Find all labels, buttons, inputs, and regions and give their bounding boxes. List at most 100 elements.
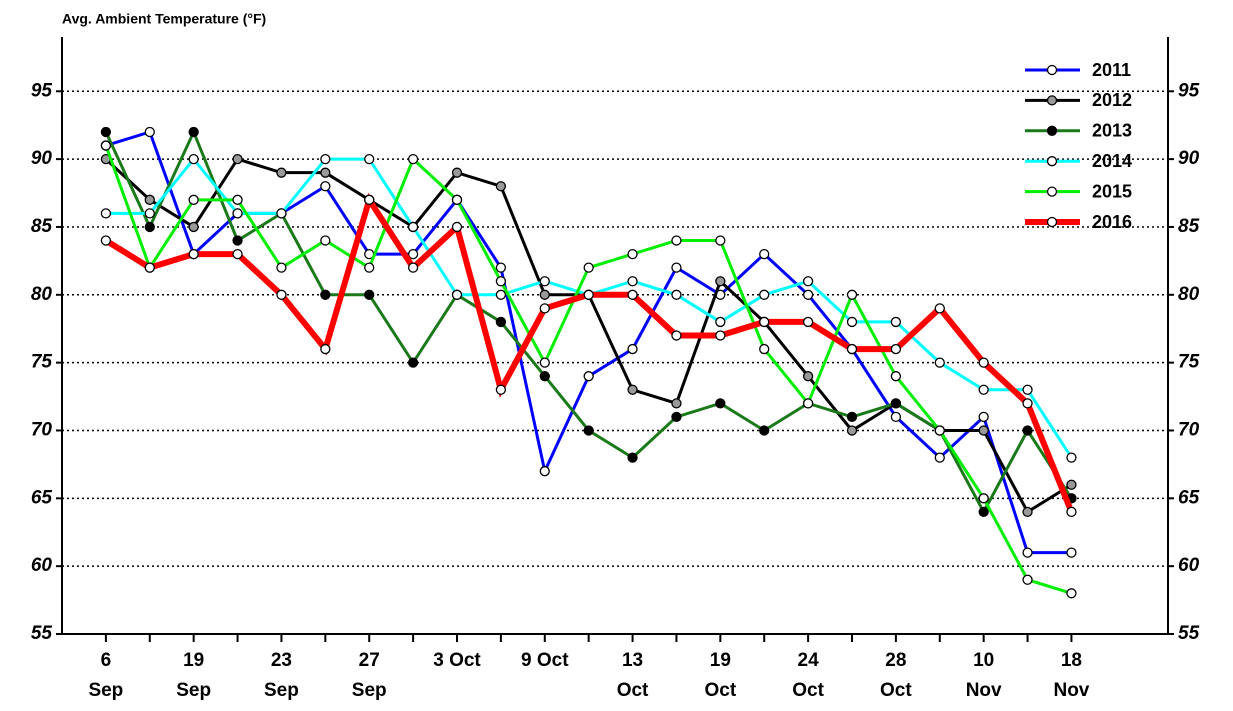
point-marker xyxy=(495,316,507,328)
point-marker xyxy=(407,357,419,368)
point-marker xyxy=(715,316,726,328)
point-marker xyxy=(144,126,155,138)
point-marker xyxy=(495,262,507,273)
point-marker xyxy=(1022,398,1033,409)
point-marker xyxy=(188,248,199,260)
point-marker xyxy=(188,126,199,138)
point-marker xyxy=(100,140,112,151)
legend-marker xyxy=(1046,125,1058,136)
y2-tick-label: 55 xyxy=(1178,623,1200,644)
point-marker xyxy=(934,425,945,436)
point-marker xyxy=(627,384,638,395)
point-marker xyxy=(934,452,945,463)
point-marker xyxy=(759,248,770,260)
series-line xyxy=(105,130,1072,555)
point-marker xyxy=(144,262,155,273)
point-marker xyxy=(978,493,989,504)
x-tick-label: 24 Oct xyxy=(792,650,824,701)
x-tick-label: 18 Nov xyxy=(1053,650,1090,701)
point-marker xyxy=(759,289,770,300)
legend-marker xyxy=(1046,64,1058,76)
point-marker xyxy=(495,289,507,300)
point-marker xyxy=(1022,547,1033,558)
point-marker xyxy=(539,289,550,300)
point-marker xyxy=(1022,574,1033,585)
point-marker xyxy=(451,289,463,300)
y-tick-label: 85 xyxy=(31,216,53,237)
point-marker xyxy=(627,452,638,463)
y2-tick-label: 85 xyxy=(1178,216,1200,237)
point-marker xyxy=(759,425,770,436)
x-tick-label: 3 Oct xyxy=(433,650,481,671)
point-marker xyxy=(539,303,550,314)
point-marker xyxy=(1022,425,1033,436)
legend-label: 2011 xyxy=(1092,60,1131,80)
point-marker xyxy=(320,343,331,355)
point-marker xyxy=(671,411,682,423)
y-tick-label: 80 xyxy=(31,284,53,305)
point-marker xyxy=(890,316,902,328)
point-marker xyxy=(846,343,858,355)
point-marker xyxy=(671,289,682,300)
point-marker xyxy=(934,303,945,314)
point-marker xyxy=(320,289,331,300)
y-tick-label: 75 xyxy=(31,352,53,373)
point-marker xyxy=(539,371,550,382)
point-marker xyxy=(802,289,814,300)
legend-marker xyxy=(1046,186,1058,197)
x-tick-label: 9 Oct xyxy=(521,650,569,671)
x-tick-label: 10 Nov xyxy=(965,650,1002,701)
point-marker xyxy=(671,235,682,246)
y2-tick-label: 95 xyxy=(1178,80,1200,101)
point-marker xyxy=(1066,547,1077,558)
point-marker xyxy=(715,330,726,341)
x-tick-label: 23 Sep xyxy=(264,650,299,701)
point-marker xyxy=(627,289,638,300)
legend-label: 2014 xyxy=(1092,151,1132,171)
point-marker xyxy=(364,194,375,205)
legend-label: 2015 xyxy=(1092,181,1132,201)
x-tick-label: 19 Sep xyxy=(176,650,212,701)
y2-tick-label: 60 xyxy=(1178,555,1200,576)
point-marker xyxy=(802,398,814,409)
point-marker xyxy=(934,357,945,368)
point-marker xyxy=(890,411,902,423)
point-marker xyxy=(320,167,331,178)
point-marker xyxy=(846,289,858,300)
point-marker xyxy=(627,343,638,355)
point-marker xyxy=(320,153,331,165)
point-marker xyxy=(1066,506,1077,518)
y2-tick-label: 65 xyxy=(1178,487,1200,508)
point-marker xyxy=(407,221,419,233)
point-marker xyxy=(583,425,594,436)
series-line xyxy=(104,192,1075,514)
point-marker xyxy=(759,343,770,355)
x-tick-label: 19 Oct xyxy=(704,650,737,701)
point-marker xyxy=(232,208,243,219)
point-marker xyxy=(539,276,550,287)
point-marker xyxy=(802,316,814,328)
x-tick-label: 6 Sep xyxy=(88,650,124,701)
point-marker xyxy=(495,384,507,395)
point-marker xyxy=(890,371,902,382)
point-marker xyxy=(802,371,814,382)
point-marker xyxy=(232,153,243,165)
chart-title: Avg. Ambient Temperature (°F) xyxy=(62,11,266,27)
point-marker xyxy=(978,384,989,395)
legend-label: 2016 xyxy=(1092,212,1132,232)
point-marker xyxy=(1022,384,1033,395)
point-marker xyxy=(451,194,463,205)
point-marker xyxy=(583,262,594,273)
point-marker xyxy=(715,398,726,409)
point-marker xyxy=(144,221,155,233)
x-tick-label: 27 Sep xyxy=(351,650,387,701)
point-marker xyxy=(1066,452,1077,463)
point-marker xyxy=(407,153,419,165)
legend-label: 2013 xyxy=(1092,121,1132,141)
point-marker xyxy=(276,262,287,273)
y-tick-label: 95 xyxy=(31,80,53,101)
legend-label: 2012 xyxy=(1092,90,1132,110)
point-marker xyxy=(627,248,638,260)
point-marker xyxy=(232,235,243,246)
